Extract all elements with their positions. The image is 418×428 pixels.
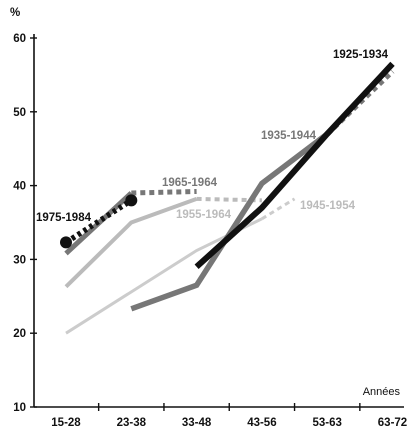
y-tick-label: 50 [13,107,26,119]
series-1975-1984-point [60,236,72,249]
series-label-1955-1964: 1955-1964 [176,209,232,221]
x-tick-label: 43-56 [247,417,276,428]
y-axis-label: % [10,7,20,19]
y-tick-label: 20 [13,328,26,340]
series-1975-1984-line [64,198,133,245]
series-label-1925-1934: 1925-1934 [333,49,389,61]
series-label-1945-1954: 1945-1954 [300,200,356,212]
series-label-1975-1984: 1975-1984 [36,212,92,224]
series-1955-1964-line [64,197,198,289]
series-1975-1984-point [125,194,138,207]
y-tick-label: 10 [13,402,26,414]
series-1935-1944-line [130,131,329,312]
y-tick-label: 30 [13,254,26,266]
x-tick-label: 33-48 [182,417,212,428]
series-1965-1964-projection [131,189,197,196]
series-layer [60,61,395,335]
series-label-1935-1944: 1935-1944 [261,130,317,142]
x-tick-label: 15-28 [51,417,81,428]
series-1945-1954-projection [261,197,296,221]
x-axis-label: Années [363,386,401,398]
x-tick-label: 53-63 [312,417,341,428]
axes: 10 20 30 40 50 60% 15-28 23-38 33-48 43-56 53-63 63… [10,7,407,428]
series-labels: 1945-1954 1955-1964 1935-1944 1965-1964 1925… [36,49,389,224]
y-tick-label: 60 [13,33,26,45]
series-label-1965-1964: 1965-1964 [162,177,218,189]
x-tick-label: 23-38 [117,417,147,428]
x-tick-label: 63-72 [378,417,407,428]
y-tick-label: 40 [13,181,26,193]
series-1925-1934-line [194,61,395,270]
